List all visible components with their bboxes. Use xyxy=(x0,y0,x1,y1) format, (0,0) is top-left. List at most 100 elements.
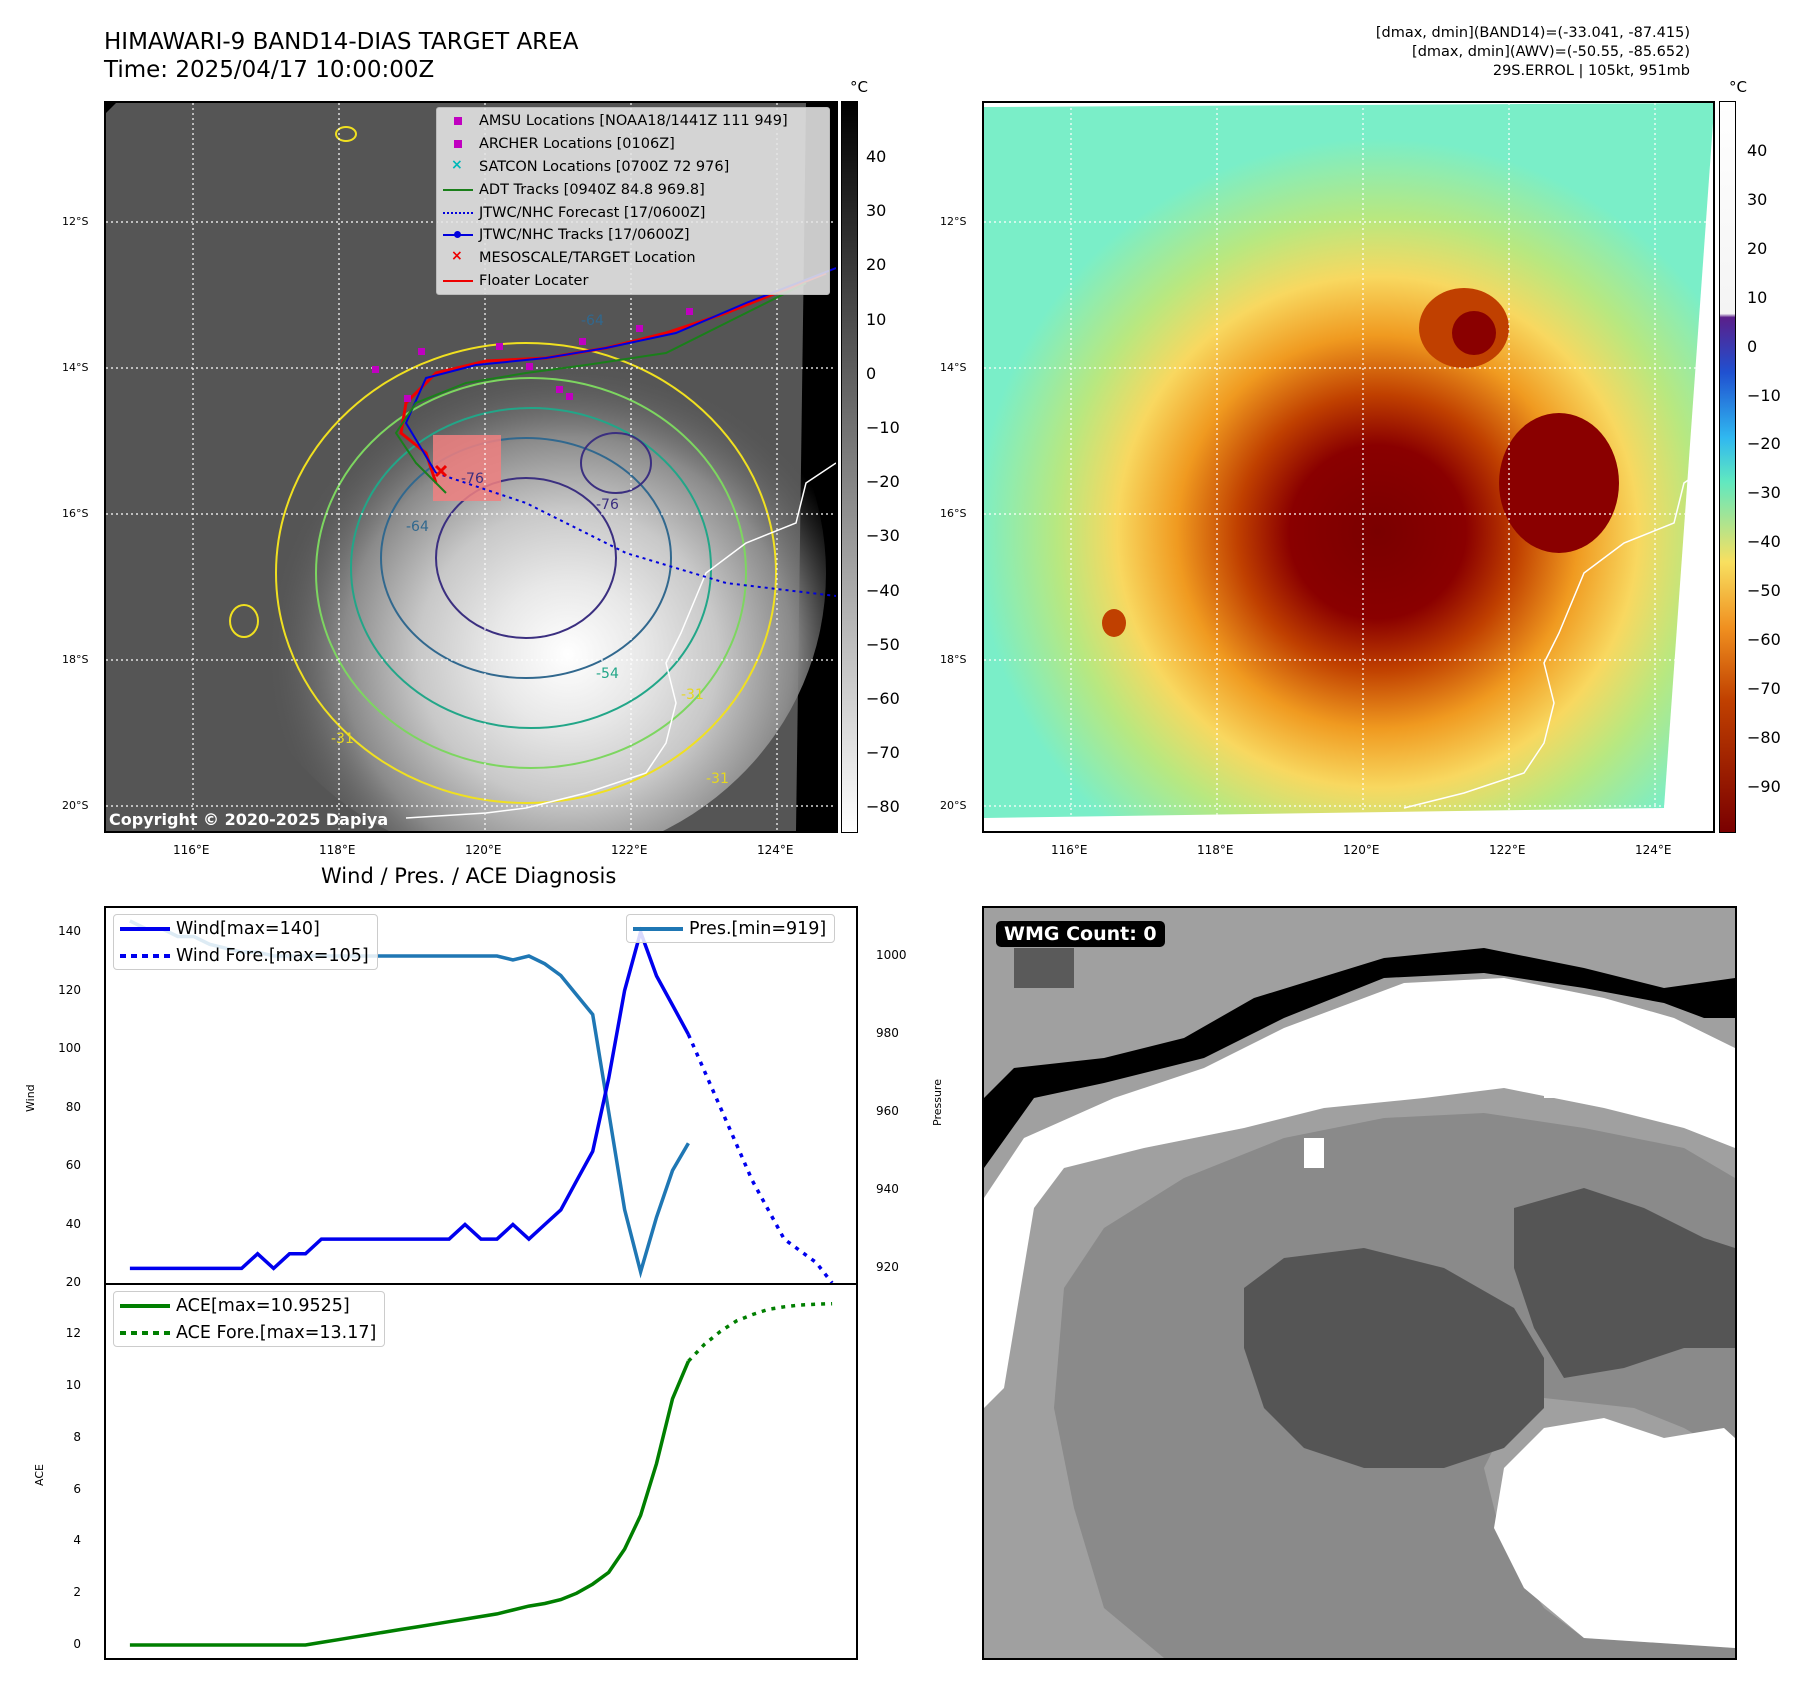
contour-64 xyxy=(380,437,672,679)
map-gridlines xyxy=(984,103,1713,831)
legend-item-pres: Pres.[min=919] xyxy=(627,915,834,942)
lon-label: 122°E xyxy=(1489,843,1526,857)
lat-label: 14°S xyxy=(940,361,967,374)
contour-label: -64 xyxy=(406,519,429,535)
ace-tick-label: 8 xyxy=(73,1429,81,1444)
wind-tick-label: 100 xyxy=(58,1041,81,1055)
pressure-axis-label: Pressure xyxy=(931,1079,944,1126)
wind-tick-label: 40 xyxy=(65,1216,81,1231)
gray-colorbar-tick: 0 xyxy=(866,363,877,383)
lon-label: 116°E xyxy=(173,843,210,857)
wind-tick-label: 120 xyxy=(58,982,81,997)
legend-item-archer: ARCHER Locations [0106Z] xyxy=(437,133,829,156)
color-colorbar-tick: −80 xyxy=(1747,727,1781,747)
wmg-panel: WMG Count: 0 xyxy=(982,906,1737,1660)
floater-track xyxy=(399,271,827,484)
color-colorbar-tick: −50 xyxy=(1747,581,1781,601)
contour-label: -54 xyxy=(596,666,619,682)
ace-legend: ACE[max=10.9525] ACE Fore.[max=13.17] xyxy=(113,1291,386,1347)
color-colorbar-tick: −20 xyxy=(1747,434,1781,454)
ace-tick-label: 10 xyxy=(65,1377,81,1392)
adt-track xyxy=(394,282,807,494)
line-icon xyxy=(437,275,479,287)
color-colorbar-tick: 30 xyxy=(1747,189,1768,209)
lon-label: 118°E xyxy=(1197,843,1234,857)
legend-item-wind: Wind[max=140] xyxy=(114,915,377,942)
lat-label: 20°S xyxy=(62,799,89,812)
legend-item-wind-fore: Wind Fore.[max=105] xyxy=(114,942,377,969)
ace-chart xyxy=(129,1301,833,1647)
legend-item-ace-fore: ACE Fore.[max=13.17] xyxy=(114,1319,384,1346)
lat-label: 14°S xyxy=(62,361,89,374)
wind-tick-label: 80 xyxy=(65,1099,81,1114)
ace-panel xyxy=(104,1283,858,1660)
wind-tick-label: 20 xyxy=(65,1275,81,1289)
lon-label: 120°E xyxy=(1343,843,1380,857)
line-icon xyxy=(120,926,170,931)
color-map-panel xyxy=(982,101,1715,833)
pressure-tick-label: 920 xyxy=(876,1260,899,1274)
color-colorbar-tick: −60 xyxy=(1747,630,1781,649)
square-icon xyxy=(437,138,479,150)
info-line3: 29S.ERROL | 105kt, 951mb xyxy=(1492,63,1690,79)
gray-colorbar xyxy=(841,101,858,833)
lat-label: 18°S xyxy=(940,653,967,666)
gray-colorbar-tick: 30 xyxy=(866,201,887,221)
ace-tick-label: 4 xyxy=(73,1533,81,1548)
gray-colorbar-unit: °C xyxy=(850,78,868,96)
color-colorbar-tick: 0 xyxy=(1747,336,1758,356)
ace-tick-label: 2 xyxy=(73,1585,81,1600)
contour-label: -76 xyxy=(596,497,619,513)
target-marker xyxy=(434,464,448,478)
lon-label: 124°E xyxy=(757,843,794,857)
color-colorbar-tick: −10 xyxy=(1747,385,1781,405)
color-colorbar-tick: −30 xyxy=(1747,483,1781,503)
wind-line xyxy=(129,926,690,1271)
line-dot-icon xyxy=(437,229,479,241)
copyright-text: Copyright © 2020-2025 Dapiya xyxy=(109,810,389,829)
figure-title-line2: Time: 2025/04/17 10:00:00Z xyxy=(104,57,435,83)
square-icon xyxy=(437,115,479,127)
color-colorbar-unit: °C xyxy=(1729,78,1747,96)
lon-label: 116°E xyxy=(1051,843,1088,857)
contour-label: -64 xyxy=(581,313,604,329)
ace-line xyxy=(129,1360,691,1647)
map-legend: AMSU Locations [NOAA18/1441Z 111 949] AR… xyxy=(436,107,830,296)
jtwc-forecast xyxy=(435,472,836,597)
lat-label: 16°S xyxy=(940,507,967,520)
wmg-image xyxy=(984,908,1735,1658)
color-colorbar xyxy=(1719,101,1736,833)
legend-item-jtwc-forecast: JTWC/NHC Forecast [17/0600Z] xyxy=(437,201,829,224)
pressure-tick-label: 1000 xyxy=(876,948,907,962)
lon-label: 118°E xyxy=(319,843,356,857)
gray-colorbar-tick: 40 xyxy=(866,147,887,166)
gray-colorbar-tick: −10 xyxy=(866,418,900,437)
ace-tick-label: 12 xyxy=(65,1326,81,1340)
dotted-line-icon xyxy=(437,207,479,219)
gray-colorbar-tick: −70 xyxy=(866,743,900,763)
diagnosis-title: Wind / Pres. / ACE Diagnosis xyxy=(321,864,617,888)
ace-tick-label: 6 xyxy=(73,1481,81,1496)
lon-label: 122°E xyxy=(611,843,648,857)
wind-tick-label: 60 xyxy=(65,1158,81,1172)
lat-label: 18°S xyxy=(62,653,89,666)
gray-colorbar-tick: −20 xyxy=(866,472,900,492)
legend-item-adt: ADT Tracks [0940Z 84.8 969.8] xyxy=(437,178,829,201)
wind-legend: Wind[max=140] Wind Fore.[max=105] xyxy=(113,914,378,970)
x-marker-icon: × xyxy=(451,156,463,173)
line-icon xyxy=(120,1303,170,1308)
legend-item-jtwc-tracks: JTWC/NHC Tracks [17/0600Z] xyxy=(437,224,829,247)
legend-item-satcon: × SATCON Locations [0700Z 72 976] xyxy=(437,156,829,179)
ace-tick-label: 0 xyxy=(73,1637,81,1651)
coastline xyxy=(405,462,836,819)
pressure-tick-label: 980 xyxy=(876,1026,899,1040)
pressure-legend: Pres.[min=919] xyxy=(626,914,836,943)
legend-item-ace: ACE[max=10.9525] xyxy=(114,1292,384,1319)
color-map-image xyxy=(984,103,1713,831)
ace-forecast-line xyxy=(687,1301,833,1363)
wind-forecast-line xyxy=(686,1033,834,1283)
color-colorbar-tick: 40 xyxy=(1747,141,1768,160)
dotted-line-icon xyxy=(120,1330,170,1335)
gray-colorbar-tick: 20 xyxy=(866,255,887,275)
ir-map-panel: -64 -76 -64 -76 -54 -31 -31 -31 AMSU Loc… xyxy=(104,101,838,833)
